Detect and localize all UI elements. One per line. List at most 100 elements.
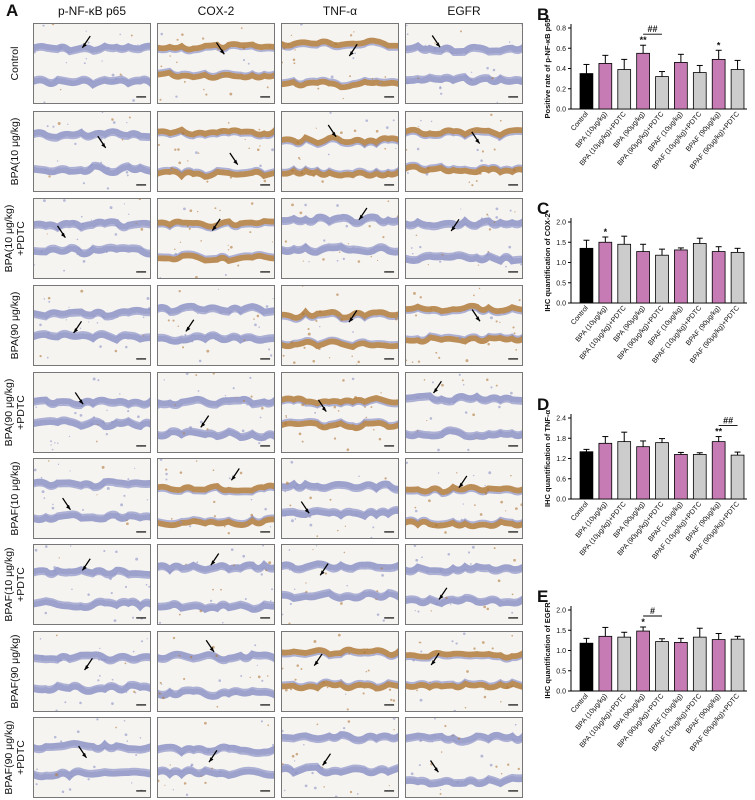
- ihc-micrograph: [157, 111, 275, 192]
- y-tick-label: 1.2: [556, 456, 566, 463]
- y-tick-label: 0.6: [556, 476, 566, 483]
- ihc-micrograph: [405, 198, 523, 279]
- bar: [655, 254, 669, 304]
- bar-chart-panel: B Positive rate of p-NF-κB p65 0.0 0.2 0.4 0.…: [537, 4, 753, 199]
- column-header: EGFR: [447, 4, 481, 18]
- x-tick-label: BPAF (10μg/kg): [647, 305, 684, 347]
- y-tick-label: 1.0: [556, 648, 566, 655]
- y-tick-label: 0.4: [556, 66, 566, 73]
- y-tick-label: 0.5: [556, 668, 566, 675]
- panel-a-letter: A: [6, 1, 19, 20]
- bar-chart-panel: C IHC quantification of COX-2 0.0 0.5 1.0 1.5…: [537, 198, 753, 393]
- bar: [730, 251, 745, 304]
- ihc-micrograph: [281, 458, 399, 539]
- ihc-micrograph: [281, 544, 399, 625]
- y-tick-label: 0.6: [556, 46, 566, 53]
- ihc-micrograph: [281, 717, 399, 798]
- significance-marker: **: [640, 35, 648, 45]
- bar: [579, 247, 594, 304]
- ihc-micrograph: [405, 717, 523, 798]
- row-label: BPA(10 μg/kg): [9, 117, 21, 186]
- bar: [636, 630, 650, 692]
- x-tick-label: BPAF (10μg/kg): [647, 693, 684, 735]
- y-axis-label: IHC quantification of COX-2: [543, 213, 552, 311]
- bar: [674, 249, 688, 304]
- y-tick-label: 0.8: [556, 26, 566, 33]
- ihc-micrograph: [33, 372, 151, 453]
- ihc-micrograph: [157, 198, 275, 279]
- bar-chart-panel: E IHC quantification of EGFR 0.0 0.5 1.0 1.5 2…: [537, 586, 753, 781]
- ihc-micrograph: [33, 285, 151, 366]
- bar: [598, 241, 613, 304]
- ihc-micrograph: [405, 111, 523, 192]
- y-tick-label: 0.0: [556, 689, 566, 696]
- bar: [692, 72, 707, 110]
- ihc-micrograph: [405, 23, 523, 104]
- row-label: BPAF(10 μg/kg) +PDTC: [3, 547, 27, 622]
- panel-letter: C: [537, 199, 549, 218]
- row-label: BPA(90 μg/kg) +PDTC: [3, 378, 27, 447]
- bar: [711, 58, 726, 110]
- y-tick-label: 2.4: [556, 416, 566, 423]
- y-tick-label: 1.8: [556, 436, 566, 443]
- ihc-micrograph: [33, 458, 151, 539]
- ihc-micrograph: [157, 23, 275, 104]
- bracket-marker: #: [650, 606, 655, 616]
- bar: [674, 454, 688, 500]
- row-label: Control: [9, 46, 21, 81]
- ihc-micrograph: [281, 285, 399, 366]
- row-label: BPAF(90 μg/kg) +PDTC: [3, 720, 27, 795]
- y-axis-label: IHC quantification of EGFR: [543, 602, 552, 699]
- bar: [617, 441, 632, 500]
- ihc-micrograph: [157, 285, 275, 366]
- ihc-micrograph: [33, 631, 151, 712]
- bar: [730, 69, 745, 110]
- bar: [692, 636, 707, 692]
- bar: [692, 243, 707, 304]
- y-tick-label: 1.0: [556, 260, 566, 267]
- ihc-micrograph: [281, 111, 399, 192]
- bar: [579, 73, 594, 110]
- bar: [617, 69, 632, 110]
- significance-marker: *: [641, 617, 645, 627]
- ihc-micrograph: [281, 198, 399, 279]
- row-label: BPA(90 μg/kg): [9, 291, 21, 360]
- bar-chart-panel: D IHC quantification of TNF-α 0.0 0.6 1.2 1.8…: [537, 394, 753, 589]
- ihc-micrograph: [33, 198, 151, 279]
- ihc-micrograph: [157, 717, 275, 798]
- y-axis-label: IHC quantification of TNF-α: [543, 410, 552, 507]
- ihc-micrograph: [281, 631, 399, 712]
- significance-marker: **: [715, 427, 723, 437]
- y-tick-label: 0.2: [556, 86, 566, 93]
- ihc-micrograph: [405, 285, 523, 366]
- bar: [655, 641, 669, 692]
- row-label: BPA(10 μg/kg) +PDTC: [3, 204, 27, 273]
- y-tick-label: 1.5: [556, 240, 566, 247]
- bar: [692, 454, 707, 500]
- ihc-micrograph: [157, 544, 275, 625]
- x-tick-label: BPAF (10μg/kg): [647, 111, 684, 153]
- x-tick-label: BPAF (90μg/kg): [685, 305, 722, 347]
- ihc-micrograph: [33, 23, 151, 104]
- ihc-micrograph: [405, 372, 523, 453]
- ihc-micrograph: [33, 544, 151, 625]
- significance-marker: *: [717, 40, 721, 50]
- bar: [674, 642, 688, 692]
- x-tick-label: BPAF (90μg/kg): [685, 501, 722, 543]
- column-header: TNF-α: [322, 4, 358, 18]
- ihc-micrograph: [157, 631, 275, 712]
- bar: [579, 451, 594, 500]
- bar: [598, 442, 613, 500]
- bar: [730, 638, 745, 692]
- bar: [617, 636, 632, 692]
- panel-letter: D: [537, 395, 549, 414]
- bar: [598, 63, 613, 110]
- ihc-micrograph: [405, 544, 523, 625]
- ihc-micrograph: [405, 631, 523, 712]
- bar: [579, 642, 594, 692]
- significance-marker: *: [604, 227, 608, 237]
- y-tick-label: 0.0: [556, 301, 566, 308]
- x-tick-label: BPAF (90μg/kg): [685, 693, 722, 735]
- column-header: COX-2: [197, 4, 235, 18]
- x-tick-label: BPAF (90μg/kg): [685, 111, 722, 153]
